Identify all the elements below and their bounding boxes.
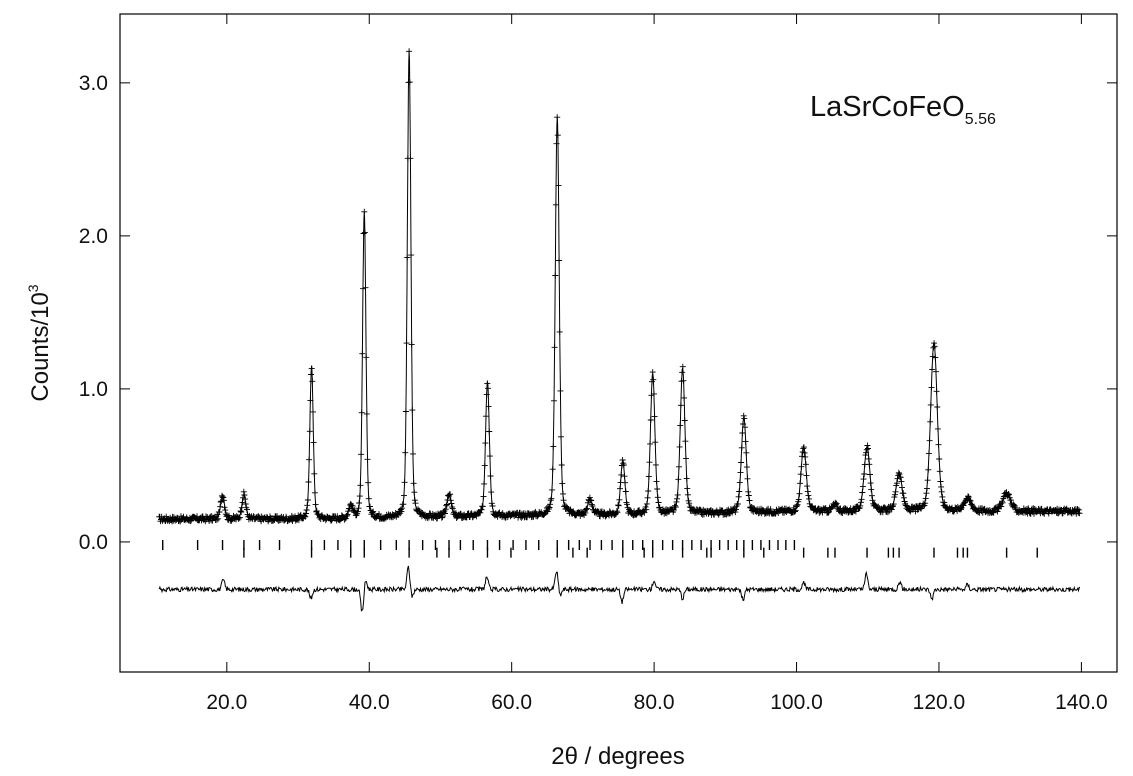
x-tick-label: 120.0 — [913, 691, 966, 714]
x-tick-label: 80.0 — [634, 691, 675, 714]
x-tick-label: 20.0 — [206, 691, 247, 714]
y-tick-label: 3.0 — [79, 72, 108, 95]
y-tick-label: 2.0 — [79, 225, 108, 248]
x-tick-labels: 20.0 40.0 60.0 80.0 100.0 120.0 140.0 — [206, 691, 1107, 714]
observed-data-group — [156, 48, 1083, 525]
x-tick-label: 60.0 — [491, 691, 532, 714]
x-axis-label: 2θ / degrees — [551, 743, 684, 770]
x-tick-label: 140.0 — [1055, 691, 1108, 714]
y-axis-label-superscript: 3 — [25, 284, 41, 292]
y-tick-label: 0.0 — [79, 531, 108, 554]
x-tick-label: 100.0 — [770, 691, 823, 714]
y-axis-label-base: Counts/10 — [27, 292, 54, 401]
plot-frame — [119, 13, 1118, 673]
x-tick-label: 40.0 — [349, 691, 390, 714]
difference-curve-line — [158, 565, 1081, 612]
y-tick-labels: 0.0 1.0 2.0 3.0 — [79, 72, 108, 554]
difference-curve-group — [158, 565, 1081, 612]
observed-data-markers — [156, 48, 1083, 525]
compound-annotation: LaSrCoFeO5.56 — [810, 91, 996, 128]
reflection-markers — [162, 539, 1038, 558]
y-axis-label: Counts/103 — [25, 284, 54, 401]
y-tick-label: 1.0 — [79, 378, 108, 401]
axis-ticks — [120, 14, 1117, 672]
compound-formula: LaSrCoFeO — [810, 91, 965, 123]
compound-stoichiometry: 5.56 — [965, 111, 996, 128]
